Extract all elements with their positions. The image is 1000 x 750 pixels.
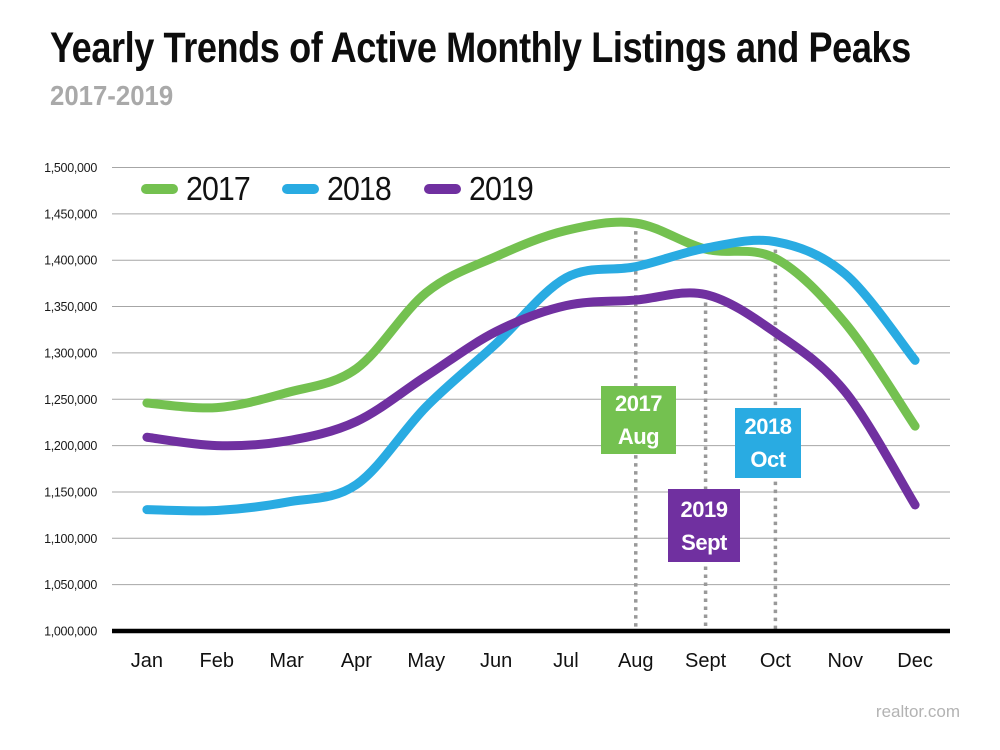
x-tick-label: Jul bbox=[553, 650, 579, 672]
x-tick-label: Oct bbox=[760, 650, 792, 672]
x-tick-label: Nov bbox=[827, 650, 863, 672]
legend-item-2017: 2017 bbox=[141, 170, 255, 208]
page-subtitle: 2017-2019 bbox=[50, 80, 174, 111]
legend-swatch-2017 bbox=[141, 184, 178, 194]
y-tick-label: 1,100,000 bbox=[44, 532, 97, 546]
series-line-2017 bbox=[142, 217, 920, 431]
y-tick-label: 1,250,000 bbox=[44, 393, 97, 407]
peak-label-year: 2018 bbox=[744, 414, 792, 439]
x-tick-label: Dec bbox=[897, 650, 933, 672]
legend-label-2018: 2018 bbox=[327, 170, 392, 207]
y-tick-label: 1,500,000 bbox=[44, 161, 97, 175]
watermark-realtor-com: realtor.com bbox=[875, 702, 960, 721]
x-tick-label: Aug bbox=[618, 650, 654, 672]
x-axis-month-labels: Jan Feb Mar Apr May Jun Jul Aug Sept Oct Nov Dec bbox=[131, 650, 933, 672]
peak-label-month: Oct bbox=[750, 447, 786, 472]
peak-label-2018-oct: 2018 Oct bbox=[735, 408, 801, 478]
peak-label-month: Aug bbox=[617, 424, 660, 449]
y-tick-label: 1,450,000 bbox=[44, 207, 97, 221]
legend-swatch-2019 bbox=[423, 184, 461, 194]
legend-label-2019: 2019 bbox=[468, 170, 534, 207]
y-axis-tick-labels: 1,000,000 1,050,000 1,100,000 1,150,000 1,20… bbox=[44, 161, 98, 639]
series-line-2018 bbox=[142, 235, 920, 516]
x-tick-label: Jan bbox=[131, 650, 163, 672]
series-line-2019 bbox=[142, 288, 920, 510]
gridlines bbox=[112, 167, 950, 586]
series-lines bbox=[142, 217, 920, 516]
legend-label-2017: 2017 bbox=[186, 170, 251, 207]
peak-label-2017-aug: 2017 Aug bbox=[601, 386, 676, 454]
y-tick-label: 1,350,000 bbox=[44, 300, 97, 314]
x-tick-label: Mar bbox=[269, 650, 304, 672]
y-tick-label: 1,400,000 bbox=[44, 254, 97, 268]
chart-legend: 2017 2018 2019 bbox=[141, 166, 538, 212]
x-tick-label: Apr bbox=[341, 650, 372, 672]
peak-label-year: 2017 bbox=[615, 391, 662, 416]
y-tick-label: 1,050,000 bbox=[44, 578, 97, 592]
y-tick-label: 1,000,000 bbox=[44, 625, 97, 639]
peak-label-2019-sept: 2019 Sept bbox=[668, 489, 740, 562]
legend-item-2019: 2019 bbox=[423, 170, 538, 208]
peak-label-month: Sept bbox=[681, 529, 727, 555]
page-title: Yearly Trends of Active Monthly Listings… bbox=[50, 24, 911, 72]
legend-swatch-2018 bbox=[282, 184, 320, 194]
x-tick-label: Feb bbox=[200, 650, 234, 672]
y-tick-label: 1,150,000 bbox=[44, 485, 97, 499]
x-tick-label: May bbox=[407, 650, 445, 672]
peak-label-year: 2019 bbox=[680, 496, 728, 522]
y-tick-label: 1,200,000 bbox=[44, 439, 97, 453]
legend-item-2018: 2018 bbox=[282, 170, 396, 208]
x-tick-label: Jun bbox=[480, 650, 512, 672]
x-tick-label: Sept bbox=[685, 650, 727, 672]
y-tick-label: 1,300,000 bbox=[44, 346, 97, 360]
